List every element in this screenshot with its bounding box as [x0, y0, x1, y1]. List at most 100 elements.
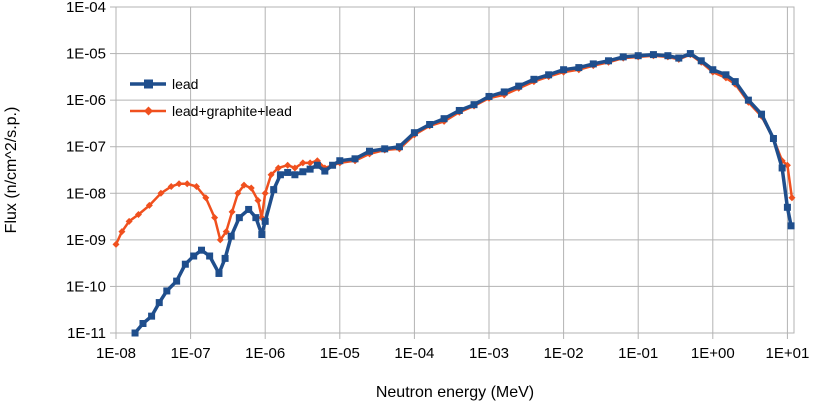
data-point — [267, 171, 275, 179]
data-point — [270, 186, 278, 194]
x-tick-label: 1E+01 — [766, 345, 810, 362]
data-point — [351, 155, 359, 163]
x-tick-label: 1E-07 — [171, 345, 211, 362]
data-point — [247, 184, 255, 192]
data-point — [245, 205, 253, 213]
data-point — [211, 214, 219, 222]
data-point — [575, 64, 583, 72]
data-point — [709, 66, 717, 74]
legend-marker-lead — [144, 79, 153, 89]
y-tick-label: 1E-05 — [66, 46, 106, 63]
data-point — [216, 236, 224, 244]
data-point — [221, 254, 229, 262]
data-point — [787, 222, 795, 230]
data-point — [252, 214, 260, 222]
data-point — [500, 88, 508, 96]
data-point — [778, 164, 786, 172]
data-point — [134, 211, 142, 219]
legend-label-lead: lead — [172, 76, 198, 92]
data-point — [664, 52, 672, 60]
data-point — [148, 312, 156, 320]
data-point — [329, 161, 337, 169]
x-tick-label: 1E-04 — [394, 345, 434, 362]
data-point — [198, 246, 206, 254]
x-axis-title: Neutron energy (MeV) — [376, 384, 534, 401]
data-point — [697, 57, 705, 65]
data-point — [131, 329, 139, 337]
data-point — [291, 164, 299, 172]
data-point — [485, 92, 493, 100]
x-tick-label: 1E-01 — [618, 345, 658, 362]
data-point — [758, 110, 766, 118]
y-tick-label: 1E-06 — [66, 92, 106, 109]
data-point — [731, 78, 739, 86]
x-tick-label: 1E-02 — [544, 345, 584, 362]
x-tick-label: 1E+00 — [691, 345, 735, 362]
data-point — [675, 54, 683, 62]
data-point — [470, 101, 478, 109]
data-point — [284, 161, 292, 169]
y-tick-label: 1E-11 — [67, 325, 106, 342]
chart-series — [112, 50, 796, 337]
y-axis-title: Flux (n/cm^2/s.p.) — [3, 107, 20, 234]
data-point — [274, 164, 282, 172]
data-point — [560, 66, 568, 74]
plot-frame — [115, 6, 795, 334]
series-lead — [131, 50, 795, 337]
data-point — [769, 135, 777, 143]
data-point — [299, 159, 307, 167]
data-point — [261, 189, 269, 197]
data-point — [788, 194, 796, 202]
data-point — [258, 231, 266, 239]
data-point — [157, 189, 165, 197]
y-axis-ticks: 1E-11 1E-10 1E-09 1E-08 1E-07 1E-06 1E-05 1E-04 — [66, 0, 116, 342]
data-point — [410, 129, 418, 137]
x-tick-label: 1E-03 — [469, 345, 509, 362]
data-point — [167, 182, 175, 190]
data-point — [155, 299, 163, 307]
data-point — [530, 75, 538, 83]
data-point — [299, 168, 307, 176]
y-tick-label: 1E-04 — [66, 0, 106, 16]
data-point — [605, 57, 613, 65]
data-point — [395, 143, 403, 151]
data-point — [193, 182, 201, 190]
data-point — [163, 287, 171, 295]
data-point — [783, 161, 791, 169]
y-tick-label: 1E-08 — [66, 185, 106, 202]
data-point — [515, 82, 523, 90]
data-point — [321, 167, 329, 175]
data-point — [234, 189, 242, 197]
data-point — [426, 120, 434, 128]
data-point — [206, 252, 214, 260]
data-point — [228, 208, 236, 216]
data-point — [235, 214, 243, 222]
data-point — [284, 168, 292, 176]
y-tick-label: 1E-09 — [66, 232, 106, 249]
data-point — [112, 240, 120, 248]
data-point — [365, 147, 373, 155]
data-point — [545, 71, 553, 79]
data-point — [744, 96, 752, 104]
data-point — [440, 115, 448, 123]
data-point — [125, 217, 133, 225]
x-axis-ticks: 1E-08 1E-07 1E-06 1E-05 1E-04 1E-03 1E-02 1E-01… — [96, 333, 809, 362]
legend-marker-lead-graphite-lead — [144, 106, 153, 116]
x-tick-label: 1E-06 — [245, 345, 285, 362]
data-point — [722, 71, 730, 79]
data-point — [254, 196, 262, 204]
data-point — [649, 51, 657, 59]
data-point — [145, 201, 153, 209]
x-tick-label: 1E-08 — [96, 345, 136, 362]
data-point — [306, 165, 314, 173]
data-point — [455, 106, 463, 114]
data-point — [183, 180, 191, 188]
data-point — [276, 171, 284, 179]
data-point — [381, 145, 389, 153]
data-point — [619, 53, 627, 61]
x-tick-label: 1E-05 — [320, 345, 360, 362]
data-point — [139, 319, 147, 327]
y-tick-label: 1E-07 — [66, 139, 106, 156]
data-point — [336, 157, 344, 165]
data-point — [291, 171, 299, 179]
